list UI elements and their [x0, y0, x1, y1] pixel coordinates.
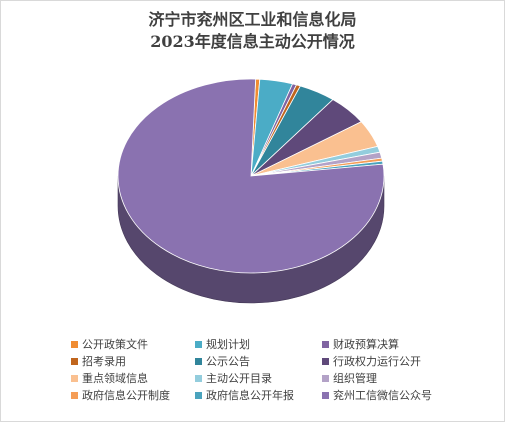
legend-swatch-11: [322, 391, 329, 399]
legend-item-10[interactable]: 政府信息公开年报: [195, 388, 322, 402]
legend-item-0[interactable]: 公开政策文件: [71, 337, 195, 351]
legend-swatch-10: [195, 391, 202, 399]
legend-swatch-4: [195, 357, 202, 365]
legend-label-10: 政府信息公开年报: [206, 389, 294, 402]
legend-item-1[interactable]: 规划计划: [195, 337, 322, 351]
chart-title: 济宁市兖州区工业和信息化局 2023年度信息主动公开情况: [1, 9, 504, 53]
legend-item-8[interactable]: 组织管理: [322, 371, 472, 385]
legend: 公开政策文件 规划计划 财政预算决算招考录用 公示公告 行政权力运行公开重点领域信息 主动…: [71, 337, 472, 402]
legend-item-9[interactable]: 政府信息公开制度: [71, 388, 195, 402]
chart-title-line-2: 2023年度信息主动公开情况: [150, 32, 355, 51]
legend-item-5[interactable]: 行政权力运行公开: [322, 354, 472, 368]
legend-item-4[interactable]: 公示公告: [195, 354, 322, 368]
legend-item-2[interactable]: 财政预算决算: [322, 337, 472, 351]
legend-label-1: 规划计划: [206, 338, 250, 351]
legend-swatch-5: [322, 357, 329, 365]
legend-swatch-8: [322, 374, 329, 382]
legend-label-7: 主动公开目录: [206, 372, 272, 385]
pie-slices: [117, 78, 385, 274]
legend-label-6: 重点领域信息: [82, 372, 148, 385]
legend-item-7[interactable]: 主动公开目录: [195, 371, 322, 385]
legend-item-3[interactable]: 招考录用: [71, 354, 195, 368]
legend-swatch-9: [71, 391, 78, 399]
legend-swatch-1: [195, 340, 202, 348]
legend-label-3: 招考录用: [82, 355, 126, 368]
legend-swatch-0: [71, 340, 78, 348]
legend-swatch-7: [195, 374, 202, 382]
legend-swatch-6: [71, 374, 78, 382]
legend-swatch-2: [322, 340, 329, 348]
pie-slice-11[interactable]: [117, 78, 385, 274]
legend-label-0: 公开政策文件: [82, 338, 148, 351]
legend-label-4: 公示公告: [206, 355, 250, 368]
chart-title-line-1: 济宁市兖州区工业和信息化局: [148, 10, 357, 29]
legend-item-6[interactable]: 重点领域信息: [71, 371, 195, 385]
legend-label-8: 组织管理: [333, 372, 377, 385]
legend-label-5: 行政权力运行公开: [333, 355, 421, 368]
legend-label-11: 兖州工信微信公众号: [333, 389, 432, 402]
legend-label-2: 财政预算决算: [333, 338, 399, 351]
legend-item-11[interactable]: 兖州工信微信公众号: [322, 388, 472, 402]
legend-label-9: 政府信息公开制度: [82, 389, 170, 402]
legend-swatch-3: [71, 357, 78, 365]
